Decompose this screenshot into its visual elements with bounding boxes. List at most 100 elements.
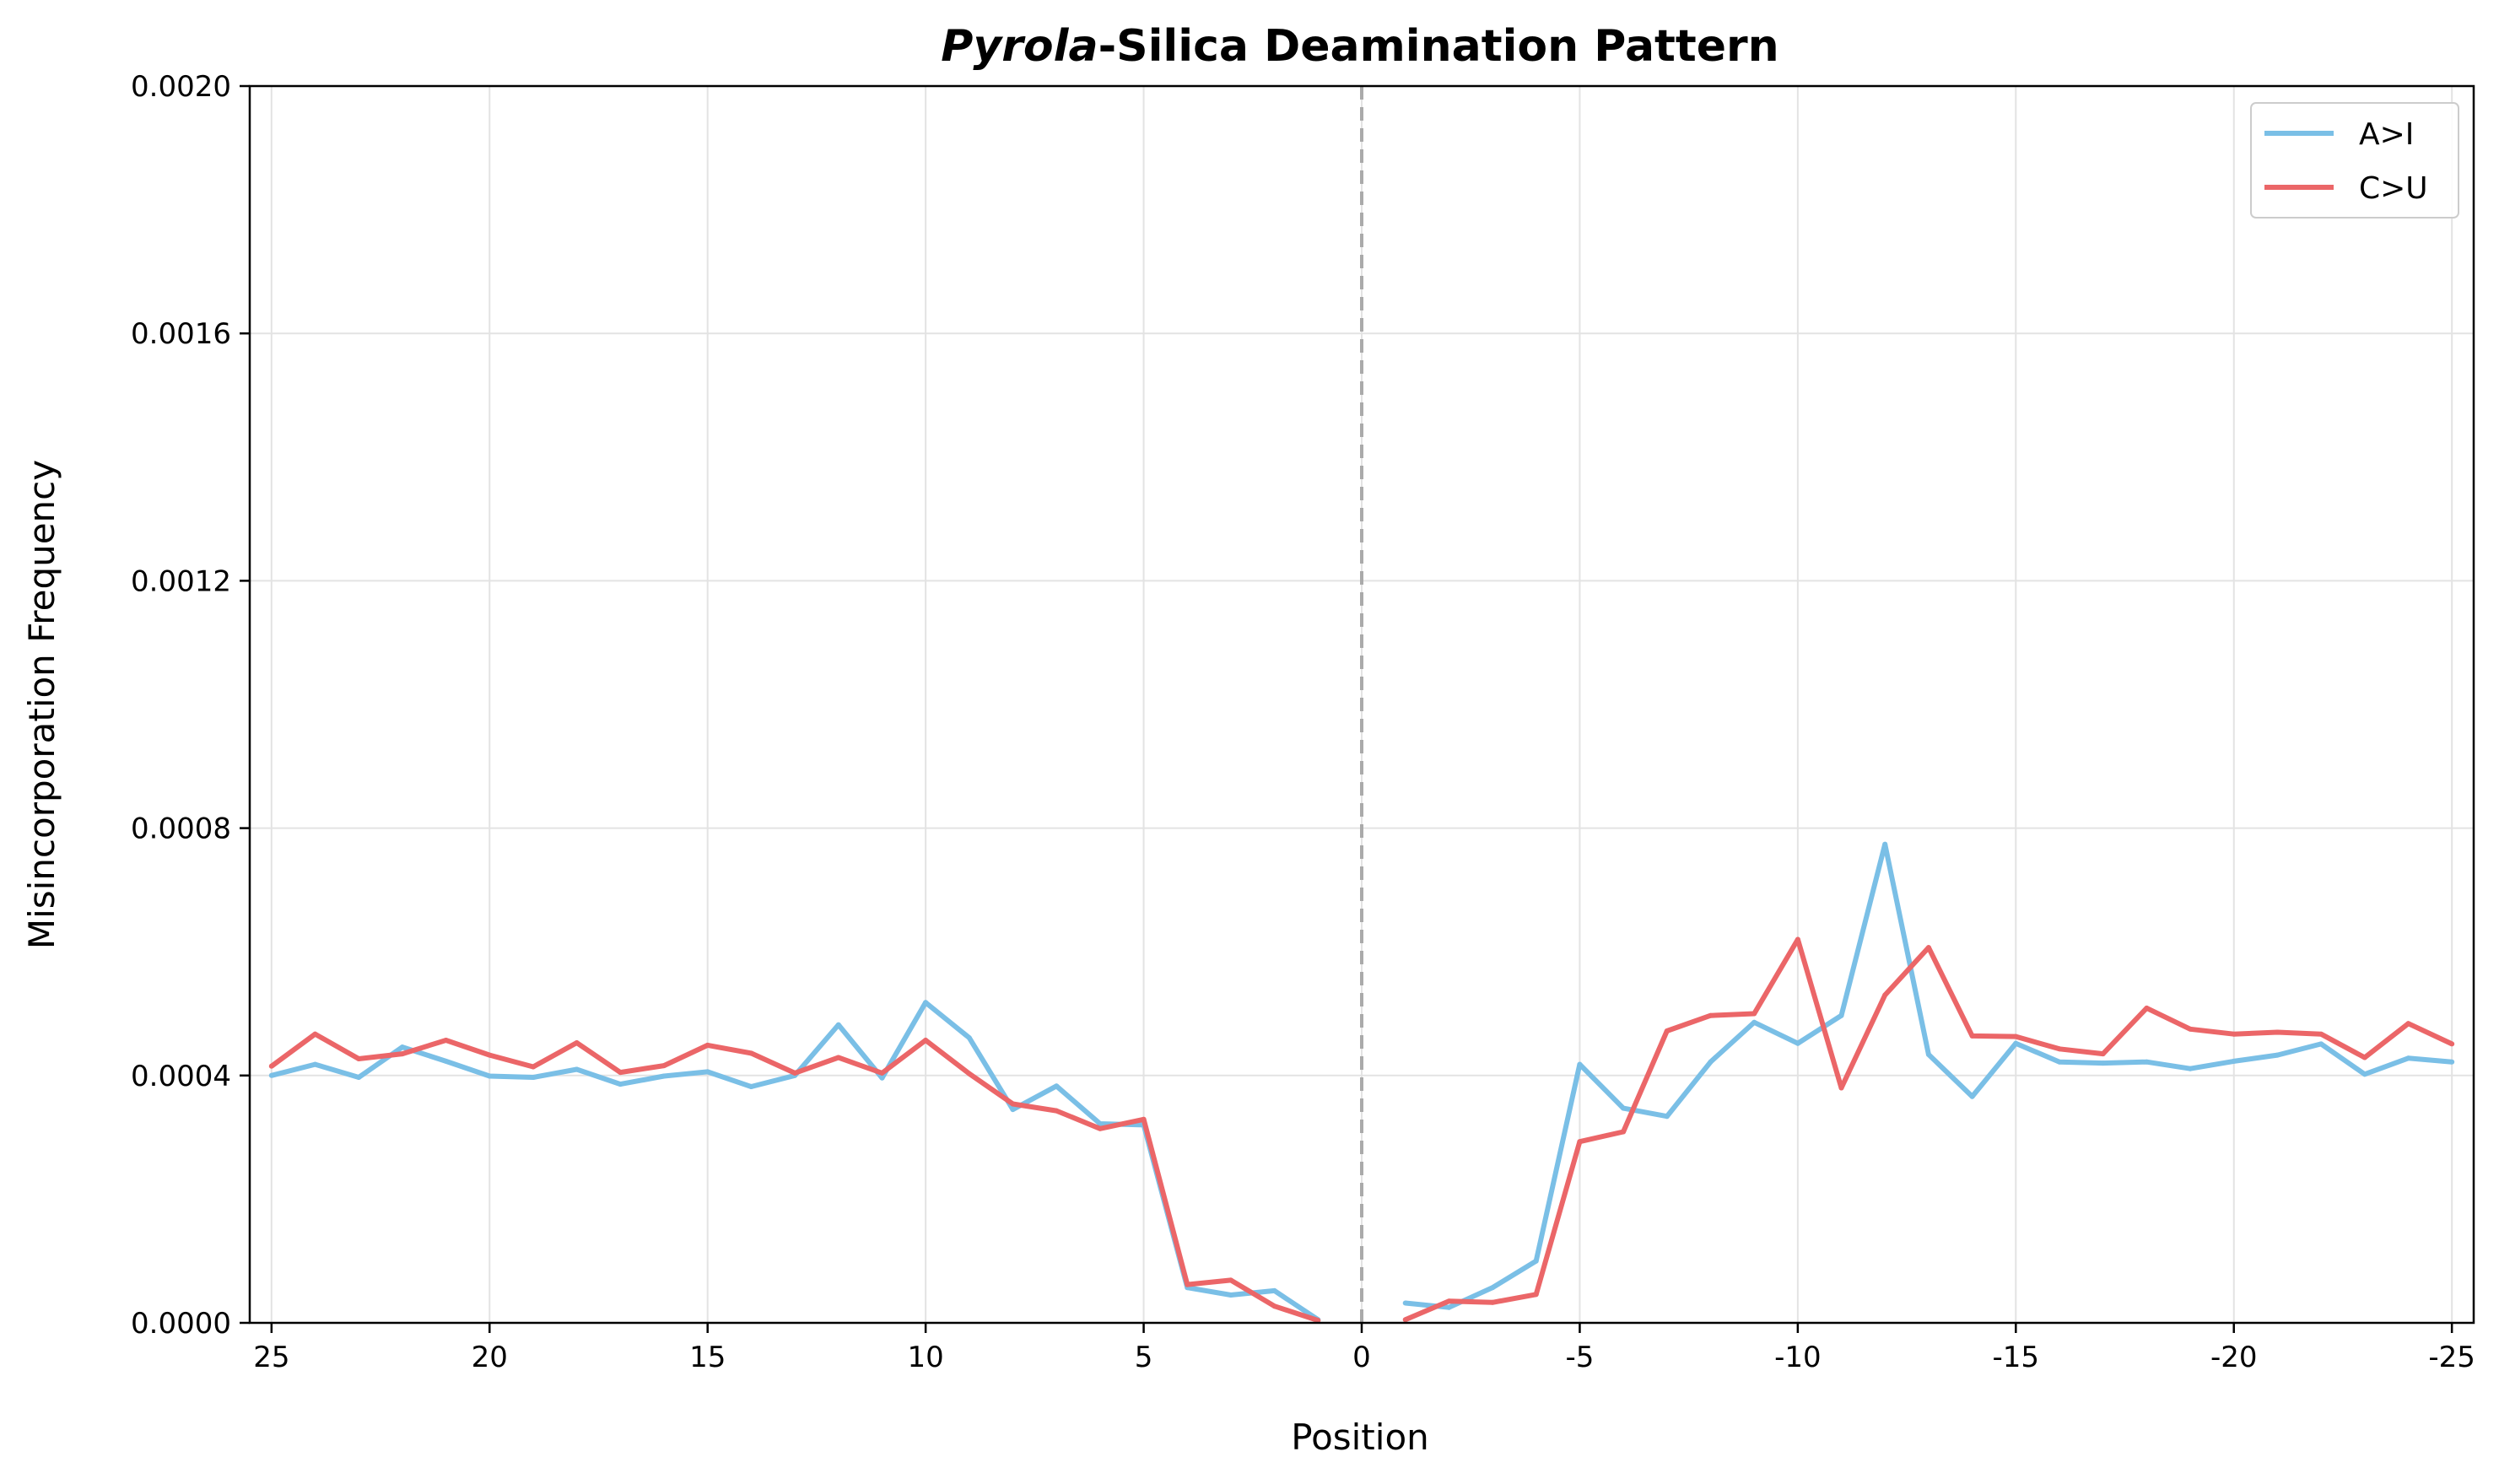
y-axis-label: Misincorporation Frequency bbox=[21, 460, 62, 949]
data-point-a-i bbox=[1751, 1019, 1757, 1025]
data-point-a-i bbox=[1925, 1051, 1931, 1057]
data-point-c-u bbox=[2449, 1041, 2455, 1047]
data-point-c-u bbox=[2188, 1026, 2193, 1032]
data-point-a-i bbox=[1533, 1258, 1539, 1264]
data-point-a-i bbox=[1882, 841, 1888, 847]
data-point-a-i bbox=[2318, 1041, 2324, 1047]
data-point-a-i bbox=[1795, 1040, 1800, 1046]
data-point-c-u bbox=[1577, 1139, 1583, 1145]
data-point-a-i bbox=[574, 1066, 580, 1072]
data-point-c-u bbox=[1969, 1033, 1975, 1039]
data-point-c-u bbox=[574, 1040, 580, 1045]
data-point-c-u bbox=[399, 1051, 405, 1057]
legend-label-c-to-u: C>U bbox=[2359, 171, 2428, 206]
y-tick-label: 0.0020 bbox=[131, 70, 231, 104]
data-point-c-u bbox=[268, 1063, 274, 1069]
data-point-c-u bbox=[356, 1056, 362, 1061]
data-point-a-i bbox=[2231, 1058, 2237, 1064]
data-point-a-i bbox=[923, 1000, 929, 1006]
data-point-a-i bbox=[2275, 1052, 2280, 1058]
data-point-c-u bbox=[1315, 1318, 1321, 1324]
data-point-c-u bbox=[1054, 1108, 1060, 1114]
data-point-c-u bbox=[1664, 1028, 1670, 1033]
chart-title-italic: Pyrola bbox=[941, 21, 1098, 72]
data-point-a-i bbox=[748, 1084, 754, 1089]
data-point-c-u bbox=[2144, 1005, 2150, 1011]
data-point-a-i bbox=[356, 1075, 362, 1080]
data-point-c-u bbox=[792, 1070, 798, 1076]
data-point-c-u bbox=[1271, 1303, 1277, 1309]
data-point-a-i bbox=[1228, 1292, 1233, 1298]
data-point-a-i bbox=[399, 1044, 405, 1050]
data-point-c-u bbox=[1838, 1085, 1844, 1091]
data-point-c-u bbox=[1141, 1116, 1147, 1122]
y-tick-label: 0.0000 bbox=[131, 1307, 231, 1341]
data-point-a-i bbox=[704, 1069, 710, 1075]
data-point-a-i bbox=[2013, 1040, 2019, 1046]
x-tick-label: 0 bbox=[1352, 1341, 1371, 1374]
data-point-c-u bbox=[661, 1063, 667, 1069]
data-point-c-u bbox=[1751, 1011, 1757, 1017]
legend-label-a-to-i: A>I bbox=[2359, 117, 2414, 152]
data-point-a-i bbox=[1664, 1114, 1670, 1120]
y-tick-label: 0.0008 bbox=[131, 812, 231, 846]
x-tick-label: -20 bbox=[2210, 1341, 2258, 1374]
x-axis-ticks: 25 20 15 10 5 0 -5 -10 -15 -20 -25 bbox=[253, 1323, 2475, 1374]
data-point-c-u bbox=[2361, 1055, 2367, 1060]
data-point-a-i bbox=[443, 1058, 449, 1064]
data-point-a-i bbox=[531, 1075, 536, 1080]
data-point-c-u bbox=[312, 1031, 318, 1037]
data-point-c-u bbox=[1708, 1012, 1714, 1018]
data-point-c-u bbox=[1185, 1282, 1190, 1287]
x-tick-label: 15 bbox=[689, 1341, 726, 1374]
data-point-c-u bbox=[2231, 1031, 2237, 1037]
x-tick-label: -25 bbox=[2428, 1341, 2475, 1374]
data-point-a-i bbox=[1446, 1304, 1452, 1310]
data-point-c-u bbox=[1490, 1299, 1496, 1305]
data-point-c-u bbox=[531, 1064, 536, 1070]
x-tick-label: -5 bbox=[1565, 1341, 1594, 1374]
data-point-a-i bbox=[1490, 1285, 1496, 1291]
data-point-a-i bbox=[268, 1072, 274, 1078]
data-point-a-i bbox=[1271, 1287, 1277, 1293]
data-point-a-i bbox=[835, 1022, 841, 1028]
data-point-c-u bbox=[1533, 1292, 1539, 1298]
data-point-c-u bbox=[1882, 992, 1888, 998]
y-axis-ticks: 0.0000 0.0004 0.0008 0.0012 0.0016 0.0020 bbox=[131, 70, 250, 1341]
data-point-c-u bbox=[2013, 1033, 2019, 1039]
data-point-c-u bbox=[1402, 1317, 1408, 1323]
data-point-a-i bbox=[1577, 1061, 1583, 1067]
data-point-a-i bbox=[1708, 1059, 1714, 1065]
chart-title: Pyrola-Silica Deamination Pattern bbox=[941, 21, 1778, 72]
y-tick-label: 0.0012 bbox=[131, 564, 231, 598]
data-point-c-u bbox=[487, 1052, 493, 1058]
data-point-a-i bbox=[1054, 1083, 1060, 1089]
legend: A>I C>U bbox=[2250, 102, 2459, 219]
x-tick-label: 20 bbox=[472, 1341, 508, 1374]
data-point-a-i bbox=[2057, 1059, 2062, 1065]
data-point-a-i bbox=[879, 1075, 885, 1081]
data-point-a-i bbox=[312, 1061, 318, 1067]
data-point-c-u bbox=[748, 1050, 754, 1056]
data-point-c-u bbox=[1621, 1129, 1627, 1135]
data-point-a-i bbox=[2405, 1055, 2411, 1061]
data-point-c-u bbox=[2318, 1031, 2324, 1037]
data-point-a-i bbox=[661, 1073, 667, 1079]
x-tick-label: 10 bbox=[908, 1341, 944, 1374]
data-point-a-i bbox=[966, 1035, 972, 1041]
data-point-c-u bbox=[2100, 1051, 2106, 1057]
data-point-a-i bbox=[2449, 1059, 2455, 1065]
y-tick-label: 0.0004 bbox=[131, 1060, 231, 1093]
x-tick-label: -15 bbox=[1993, 1341, 2040, 1374]
data-point-c-u bbox=[1010, 1101, 1016, 1107]
data-point-a-i bbox=[487, 1073, 493, 1079]
x-tick-label: -10 bbox=[1774, 1341, 1822, 1374]
data-point-a-i bbox=[618, 1082, 623, 1087]
data-point-c-u bbox=[966, 1071, 972, 1077]
data-point-a-i bbox=[2188, 1066, 2193, 1071]
data-point-c-u bbox=[704, 1042, 710, 1048]
data-point-c-u bbox=[443, 1038, 449, 1043]
data-point-a-i bbox=[2100, 1060, 2106, 1066]
